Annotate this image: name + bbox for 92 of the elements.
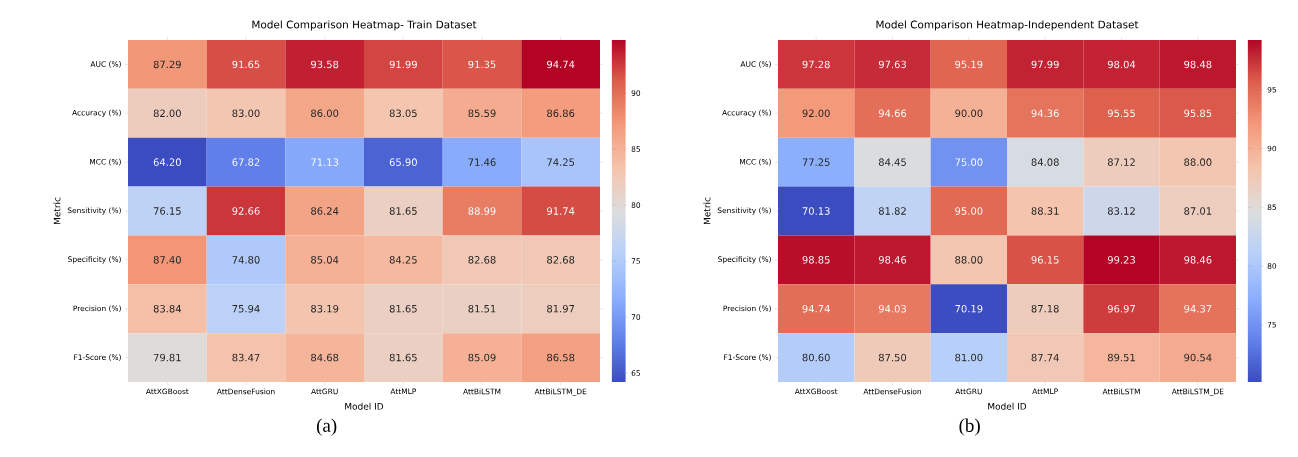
data-label: 76.15 — [153, 207, 181, 215]
data-label: 81.65 — [389, 207, 417, 215]
y-axis-title: Metric — [53, 197, 61, 225]
data-label: 70.19 — [955, 304, 983, 313]
data-label: 84.68 — [311, 353, 339, 362]
data-label: 83.00 — [232, 109, 260, 118]
data-label: 88.31 — [1031, 207, 1059, 215]
data-label: 81.51 — [468, 304, 496, 313]
data-label: 67.82 — [232, 158, 260, 166]
data-label: 83.84 — [153, 304, 182, 313]
data-label: 94.74 — [547, 60, 575, 69]
data-label: 87.29 — [153, 60, 181, 69]
data-label: 95.00 — [955, 207, 983, 215]
data-label: 81.65 — [389, 304, 417, 313]
data-label: 84.45 — [878, 158, 906, 166]
data-label: 81.65 — [389, 353, 417, 362]
data-label: 85.59 — [468, 109, 496, 118]
data-label: 86.24 — [311, 207, 339, 215]
data-label: 89.51 — [1107, 353, 1135, 362]
data-label: 82.68 — [547, 256, 575, 264]
data-label: 77.25 — [802, 158, 830, 166]
data-label: 74.25 — [547, 158, 575, 166]
data-label: 95.19 — [955, 60, 983, 69]
data-label: 87.50 — [878, 353, 907, 362]
data-label: 87.74 — [1031, 353, 1059, 362]
chart-title: Model Comparison Heatmap-Independent Dataset — [876, 20, 1139, 31]
data-label: 83.05 — [389, 109, 417, 118]
data-label: 98.48 — [1184, 60, 1212, 69]
data-label: 99.23 — [1107, 256, 1135, 264]
text: (b) — [959, 418, 980, 436]
data-label: 82.00 — [153, 109, 181, 118]
data-label: 87.12 — [1107, 158, 1135, 166]
data-label: 96.97 — [1107, 304, 1135, 313]
data-label: 94.36 — [1031, 109, 1059, 118]
data-label: 96.15 — [1031, 256, 1059, 264]
data-label: 75.00 — [955, 158, 983, 166]
data-label: 79.81 — [153, 353, 181, 362]
data-label: 97.99 — [1031, 60, 1059, 69]
data-label: 94.03 — [878, 304, 906, 313]
data-label: 81.82 — [878, 207, 906, 215]
data-label: 87.40 — [153, 256, 181, 264]
data-label: 94.74 — [802, 304, 830, 313]
data-label: 71.46 — [468, 158, 496, 166]
data-label: 84.08 — [1031, 158, 1059, 166]
data-label: 87.01 — [1184, 207, 1212, 215]
data-label: 98.46 — [878, 256, 907, 264]
data-label: 88.99 — [468, 207, 496, 215]
data-label: 81.97 — [547, 304, 575, 313]
data-label: 95.55 — [1107, 109, 1135, 118]
data-label: 70.13 — [802, 207, 830, 215]
data-label: 90.54 — [1184, 353, 1212, 362]
data-label: 91.99 — [389, 60, 417, 69]
data-label: 97.28 — [802, 60, 830, 69]
data-label: 90.00 — [955, 109, 983, 118]
data-label: 85.09 — [468, 353, 496, 362]
data-label: 91.35 — [468, 60, 496, 69]
data-label: 88.00 — [955, 256, 983, 264]
data-label: 82.68 — [468, 256, 496, 264]
data-label: 95.85 — [1184, 109, 1212, 118]
data-label: 98.46 — [1184, 256, 1212, 264]
data-label: 88.00 — [1184, 158, 1212, 166]
data-label: 81.00 — [955, 353, 983, 362]
data-label: 85.04 — [311, 256, 339, 264]
data-label: 94.37 — [1184, 304, 1212, 313]
data-label: 94.66 — [878, 109, 907, 118]
data-label: 74.80 — [232, 256, 260, 264]
data-label: 91.74 — [547, 207, 575, 215]
chart-title: Model Comparison Heatmap- Train Dataset — [252, 20, 477, 31]
data-label: 92.66 — [232, 207, 260, 215]
data-label: 86.86 — [547, 109, 575, 118]
data-label: 80.60 — [802, 353, 830, 362]
data-label: 92.00 — [802, 109, 830, 118]
text: (a) — [316, 418, 337, 436]
data-label: 93.58 — [311, 60, 339, 69]
data-label: 75.94 — [232, 304, 260, 313]
data-label: 83.47 — [232, 353, 260, 362]
data-label: 84.25 — [389, 256, 417, 264]
data-label: 83.19 — [311, 304, 339, 313]
x-axis-title: Model ID — [988, 402, 1027, 410]
data-label: 98.85 — [802, 256, 830, 264]
data-label: 91.65 — [232, 60, 260, 69]
data-label: 83.12 — [1107, 207, 1135, 215]
y-axis-title: Metric — [703, 197, 711, 225]
x-axis-title: Model ID — [345, 402, 384, 410]
data-label: 86.00 — [311, 109, 339, 118]
data-label: 98.04 — [1107, 60, 1136, 69]
data-label: 64.20 — [153, 158, 181, 166]
data-label: 71.13 — [311, 158, 339, 166]
data-label: 87.18 — [1031, 304, 1059, 313]
data-label: 65.90 — [389, 158, 417, 166]
data-label: 86.58 — [547, 353, 575, 362]
data-label: 97.63 — [878, 60, 906, 69]
